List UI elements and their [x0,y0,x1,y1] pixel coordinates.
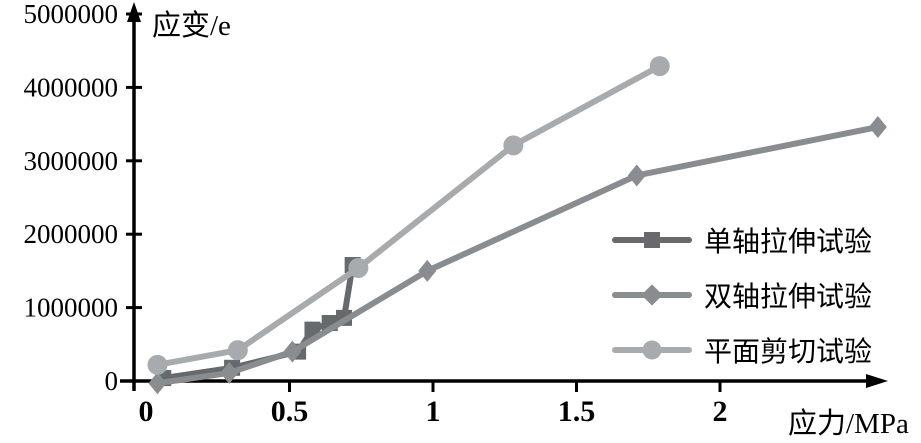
x-tick-label: 0.5 [271,395,309,428]
legend-line [612,340,692,360]
legend-item-plane-shear: 平面剪切试验 [612,330,872,370]
diamond-marker-icon [868,116,887,139]
circle-marker-icon [503,135,524,156]
y-axis-arrow-icon [127,2,141,22]
x-tick-label: 2 [713,395,728,428]
diamond-marker-icon [220,361,239,384]
circle-marker-icon [147,354,168,375]
diamond-marker-icon [418,259,437,282]
diamond-marker-icon [283,340,302,363]
legend-line [612,284,692,306]
x-tick-label: 1.5 [558,395,596,428]
legend-item-uniaxial-tension: 单轴拉伸试验 [612,220,872,260]
circle-marker-icon [227,340,248,361]
y-tick-label: 4000000 [24,72,119,102]
square-marker-icon [644,232,660,248]
circle-marker-icon [642,340,662,360]
x-tick-label: 0 [139,395,154,428]
y-tick-label: 2000000 [24,219,119,249]
y-tick-label: 3000000 [24,146,119,176]
x-tick-label: 1 [426,395,441,428]
legend: 单轴拉伸试验 双轴拉伸试验 平面剪切试验 [612,220,872,370]
legend-label: 平面剪切试验 [704,337,873,368]
y-tick-label: 1000000 [24,293,119,323]
y-tick-label: 5000000 [24,0,119,29]
series-line [154,124,881,387]
x-axis-arrow-icon [866,374,888,388]
x-axis-title: 应力/MPa [788,408,909,440]
y-tick-label: 0 [105,366,119,396]
diamond-marker-icon [641,284,663,306]
circle-marker-icon [649,56,670,77]
diamond-marker-icon [148,372,167,395]
diamond-marker-icon [627,164,646,187]
circle-marker-icon [348,257,369,278]
y-axis-title: 应变/e [152,10,231,42]
legend-item-biaxial-tension: 双轴拉伸试验 [612,275,872,315]
square-marker-icon [304,321,321,338]
legend-label: 单轴拉伸试验 [704,227,873,258]
legend-label: 双轴拉伸试验 [704,282,873,313]
legend-line [612,232,692,248]
series-line [154,63,663,368]
